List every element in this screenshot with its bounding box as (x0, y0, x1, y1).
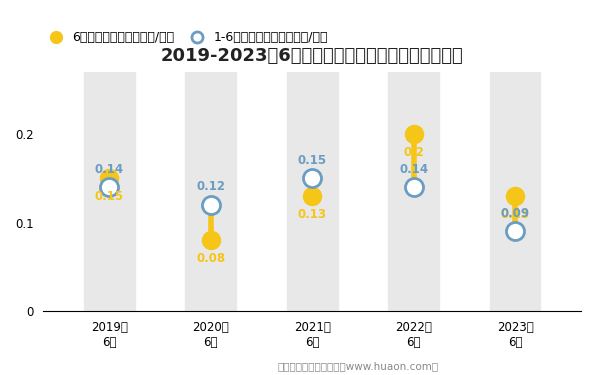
Point (206, 237, 216, 243)
Point (409, 184, 418, 190)
Point (510, 228, 520, 234)
Text: 0.15: 0.15 (95, 190, 124, 203)
Bar (287, 72, 337, 311)
Text: 0.14: 0.14 (399, 163, 428, 176)
Text: 0.13: 0.13 (501, 208, 530, 220)
Bar (388, 72, 439, 311)
Text: 0.13: 0.13 (297, 208, 327, 220)
Bar (84, 72, 135, 311)
Point (104, 184, 114, 190)
Text: 0.12: 0.12 (196, 180, 225, 194)
Text: 0.15: 0.15 (297, 154, 327, 167)
Title: 2019-2023年6月郑州商品交易所棉花期权成交均价: 2019-2023年6月郑州商品交易所棉花期权成交均价 (161, 47, 464, 65)
Point (409, 131, 418, 137)
Bar (490, 72, 541, 311)
Point (308, 193, 317, 199)
Point (104, 176, 114, 181)
Text: 0.08: 0.08 (196, 252, 225, 265)
Legend: 6月期权成交均价（万元/手）, 1-6月期权成交均价（万元/手）: 6月期权成交均价（万元/手）, 1-6月期权成交均价（万元/手） (39, 26, 333, 49)
Point (308, 176, 317, 181)
Text: 0.14: 0.14 (95, 163, 124, 176)
Text: 制图：华经产业研究院（www.huaon.com）: 制图：华经产业研究院（www.huaon.com） (277, 361, 438, 371)
Text: 0.09: 0.09 (501, 207, 530, 220)
Point (206, 202, 216, 208)
Bar (185, 72, 236, 311)
Point (510, 193, 520, 199)
Text: 0.2: 0.2 (403, 146, 424, 159)
